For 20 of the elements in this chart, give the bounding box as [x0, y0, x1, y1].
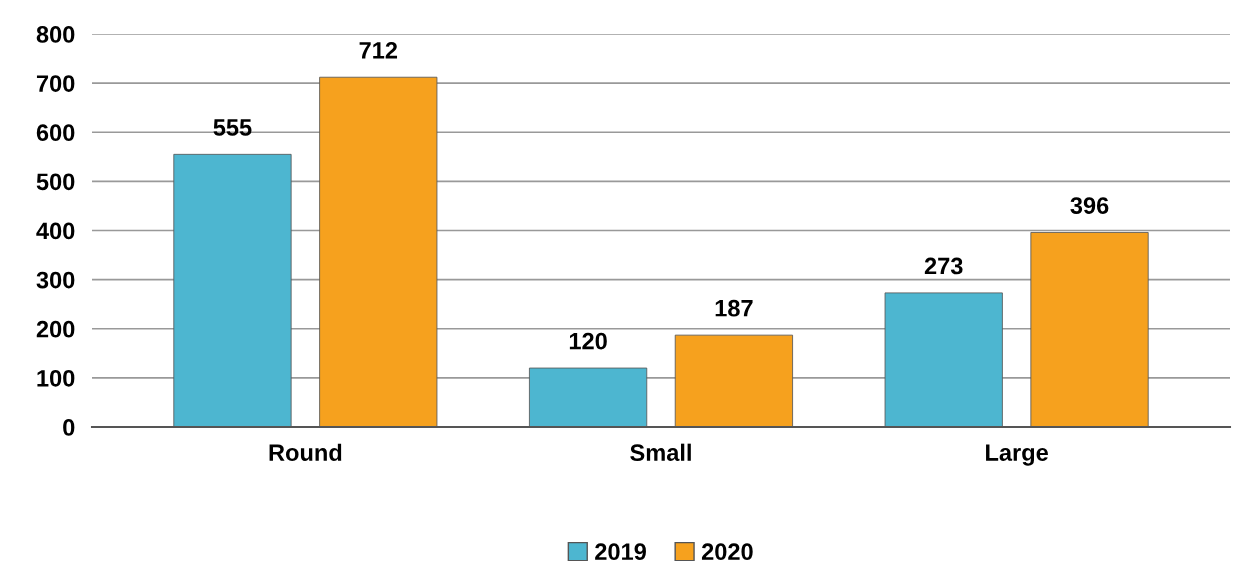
data-label: 396: [1070, 197, 1109, 214]
legend-label: 2020: [701, 543, 753, 561]
y-tick-label: 300: [36, 271, 75, 289]
data-label: 712: [359, 41, 398, 59]
data-label: 555: [213, 119, 252, 136]
y-tick-label: 700: [36, 75, 75, 92]
data-label: 187: [715, 299, 753, 317]
y-tick-label: 200: [36, 320, 75, 338]
y-tick-label: 600: [36, 124, 75, 142]
y-tick-label: 400: [36, 222, 75, 240]
y-tick-label: 0: [63, 419, 75, 436]
legend-label: 2019: [595, 543, 646, 561]
x-tick-label: Small: [630, 443, 691, 462]
x-tick-label: Large: [986, 444, 1048, 466]
data-label: 273: [924, 257, 963, 275]
x-tick-label: Round: [269, 443, 342, 462]
y-tick-label: 800: [36, 26, 75, 43]
y-tick-label: 100: [37, 369, 75, 387]
y-tick-label: 500: [36, 173, 75, 191]
data-label: 120: [569, 332, 607, 350]
